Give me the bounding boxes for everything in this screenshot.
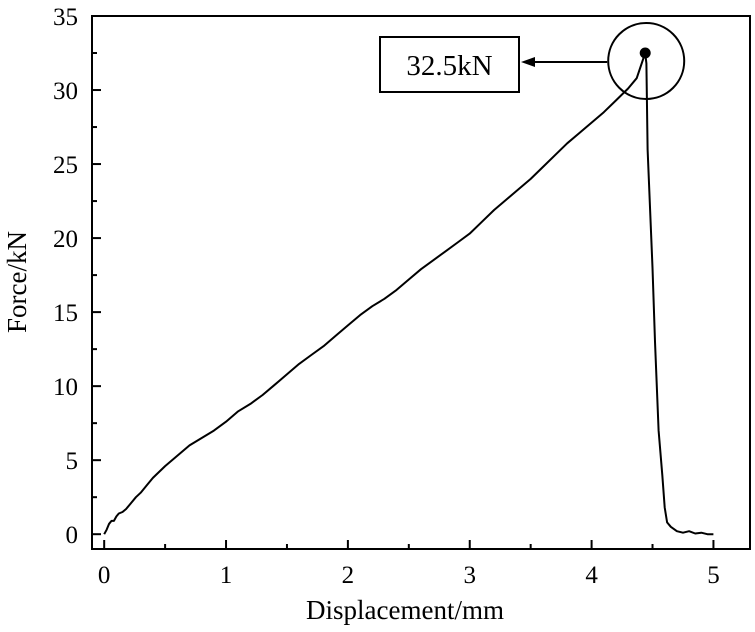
- y-tick-label: 10: [53, 374, 78, 401]
- peak-label: 32.5kN: [406, 50, 492, 82]
- y-tick-label: 15: [53, 300, 78, 327]
- y-tick-label: 20: [53, 226, 78, 253]
- peak-annotation: 32.5kN: [379, 22, 686, 101]
- x-tick-label: 1: [220, 562, 233, 589]
- y-tick-label: 0: [66, 522, 79, 549]
- axis-ticks: [92, 15, 715, 549]
- x-tick-label: 2: [342, 562, 355, 589]
- axis-tick-labels: 0 1 2 3 4 5 0 5 10 15 20 25 30 35: [53, 4, 720, 589]
- force-displacement-line: [103, 52, 714, 536]
- y-tick-label: 35: [53, 4, 78, 31]
- x-tick-label: 3: [463, 562, 476, 589]
- peak-highlight-circle: [607, 22, 686, 101]
- x-tick-label: 0: [98, 562, 111, 589]
- y-axis-title: Force/kN: [2, 231, 32, 333]
- peak-point-marker: [639, 47, 651, 59]
- y-tick-label: 25: [53, 152, 78, 179]
- y-tick-label: 30: [53, 78, 78, 105]
- peak-arrow-head: [521, 57, 535, 67]
- x-tick-label: 4: [585, 562, 598, 589]
- plot-frame: [91, 15, 751, 550]
- y-tick-label: 5: [66, 448, 79, 475]
- x-axis-title: Displacement/mm: [306, 595, 504, 625]
- peak-label-box: [379, 36, 520, 93]
- x-tick-label: 5: [707, 562, 720, 589]
